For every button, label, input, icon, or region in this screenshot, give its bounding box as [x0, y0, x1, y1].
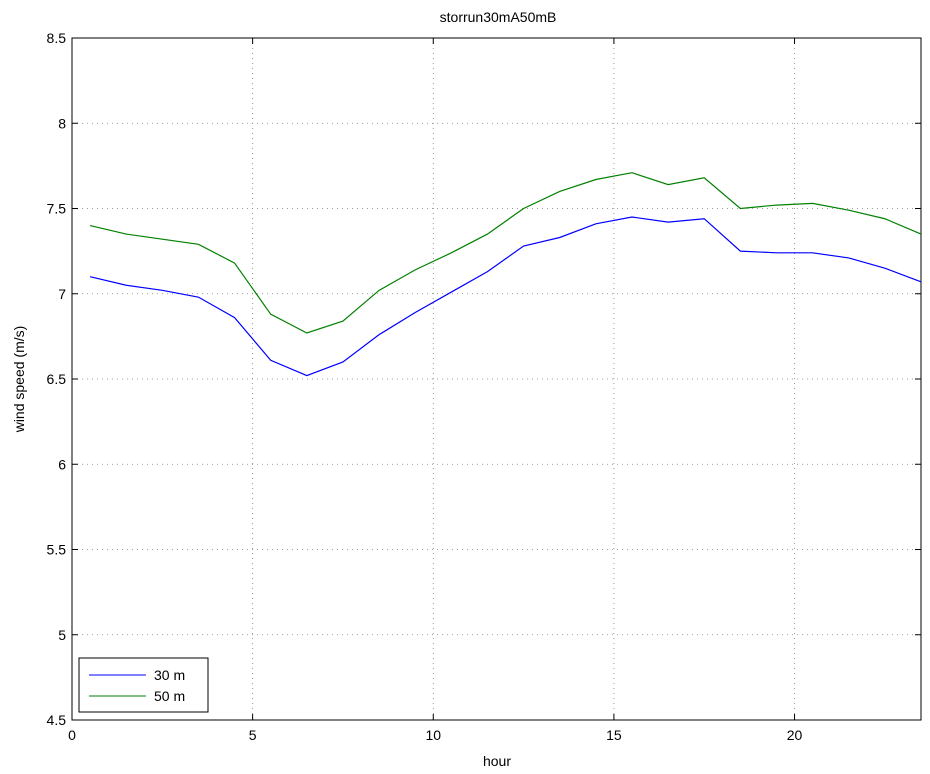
- plot-area-frame: [71, 37, 922, 721]
- y-tick-label: 4.5: [47, 712, 67, 728]
- y-tick-label: 5.5: [47, 542, 67, 558]
- x-tick-label: 10: [425, 727, 441, 743]
- legend-label-50m: 50 m: [154, 688, 185, 704]
- y-tick-label: 5: [58, 627, 66, 643]
- series-line-50m: [89, 172, 922, 334]
- y-tick-label: 7: [58, 286, 66, 302]
- series-line-30m: [89, 216, 922, 377]
- grid-lines: [72, 38, 921, 720]
- y-tick-label: 8: [58, 115, 66, 131]
- x-tick-label: 15: [606, 727, 622, 743]
- legend-box: [78, 657, 209, 713]
- x-axis-label: hour: [483, 753, 511, 769]
- axis-ticks: 0 5 10 15 20 4.5 5 5.5 6 6.5 7 7.5 8 8.5: [47, 30, 921, 743]
- y-axis-label: wind speed (m/s): [11, 326, 27, 434]
- legend: 30 m 50 m: [78, 657, 209, 713]
- y-tick-label: 7.5: [47, 201, 67, 217]
- chart-title: storrun30mA50mB: [440, 9, 557, 25]
- y-tick-label: 6.5: [47, 371, 67, 387]
- x-tick-label: 0: [68, 727, 76, 743]
- x-tick-label: 5: [249, 727, 257, 743]
- series-lines: [89, 172, 922, 377]
- y-tick-label: 6: [58, 456, 66, 472]
- x-tick-label: 20: [787, 727, 803, 743]
- legend-label-30m: 30 m: [154, 667, 185, 683]
- y-tick-label: 8.5: [47, 30, 67, 46]
